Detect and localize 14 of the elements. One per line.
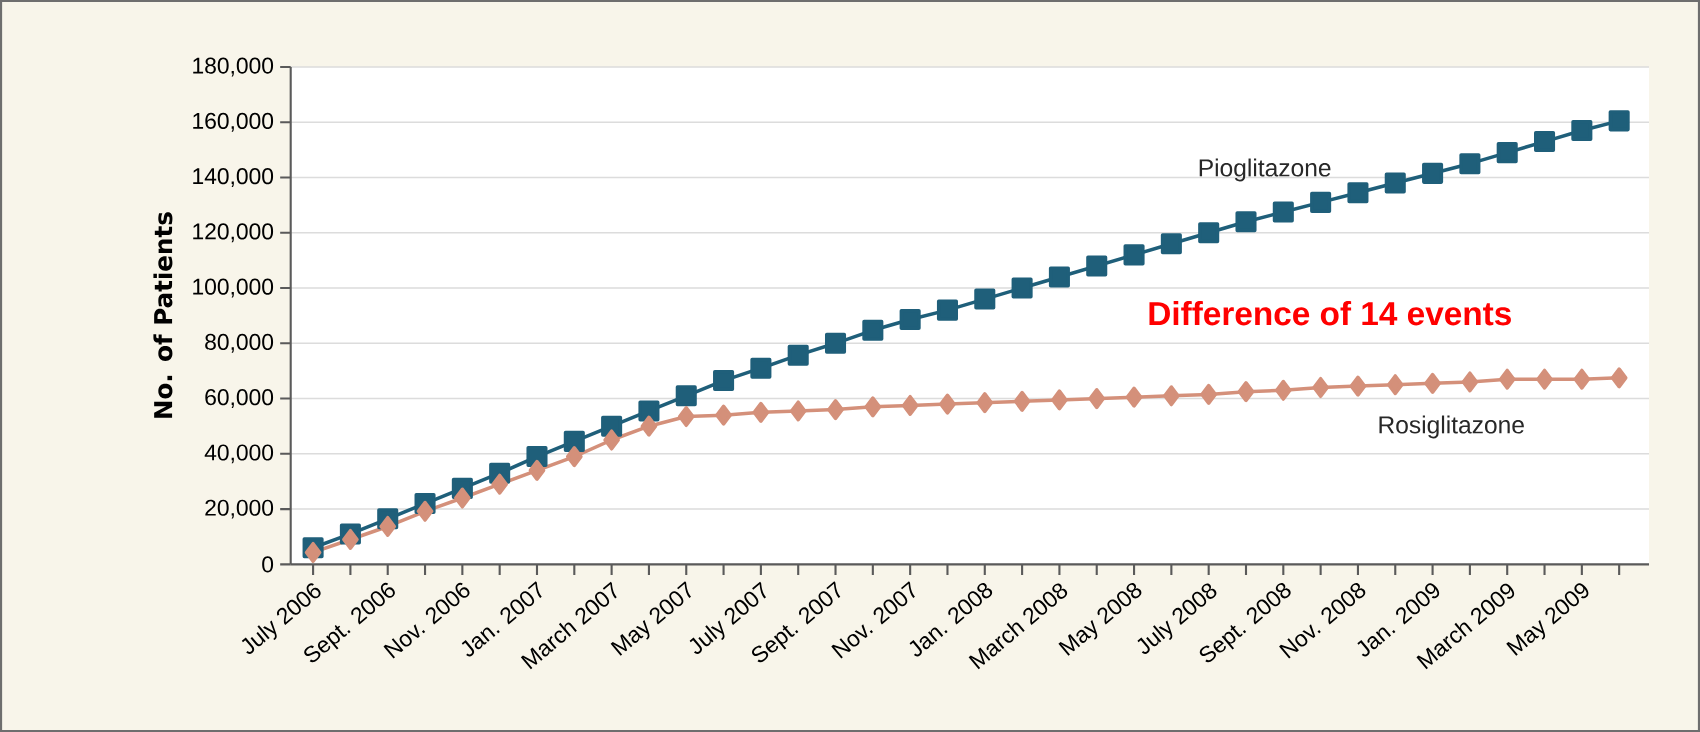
y-tick-label: 160,000 — [193, 112, 274, 132]
y-tick-label: 20,000 — [205, 499, 274, 519]
y-tick-label: 0 — [262, 556, 274, 573]
series-label: Pioglitazone — [1199, 158, 1331, 182]
annotation: Difference of 14 events — [1149, 300, 1511, 326]
y-tick-label: 60,000 — [205, 389, 274, 408]
y-tick-label: 120,000 — [193, 223, 274, 243]
y-tick-label: 140,000 — [193, 167, 274, 187]
y-tick-label: 100,000 — [193, 278, 274, 298]
y-tick-label: 40,000 — [204, 444, 274, 464]
y-tick-label: 80,000 — [205, 333, 274, 353]
y-axis-title: No. of Patients — [153, 212, 173, 418]
y-tick-label: 180,000 — [193, 57, 274, 77]
series-label: Rosiglitazone — [1379, 415, 1524, 439]
